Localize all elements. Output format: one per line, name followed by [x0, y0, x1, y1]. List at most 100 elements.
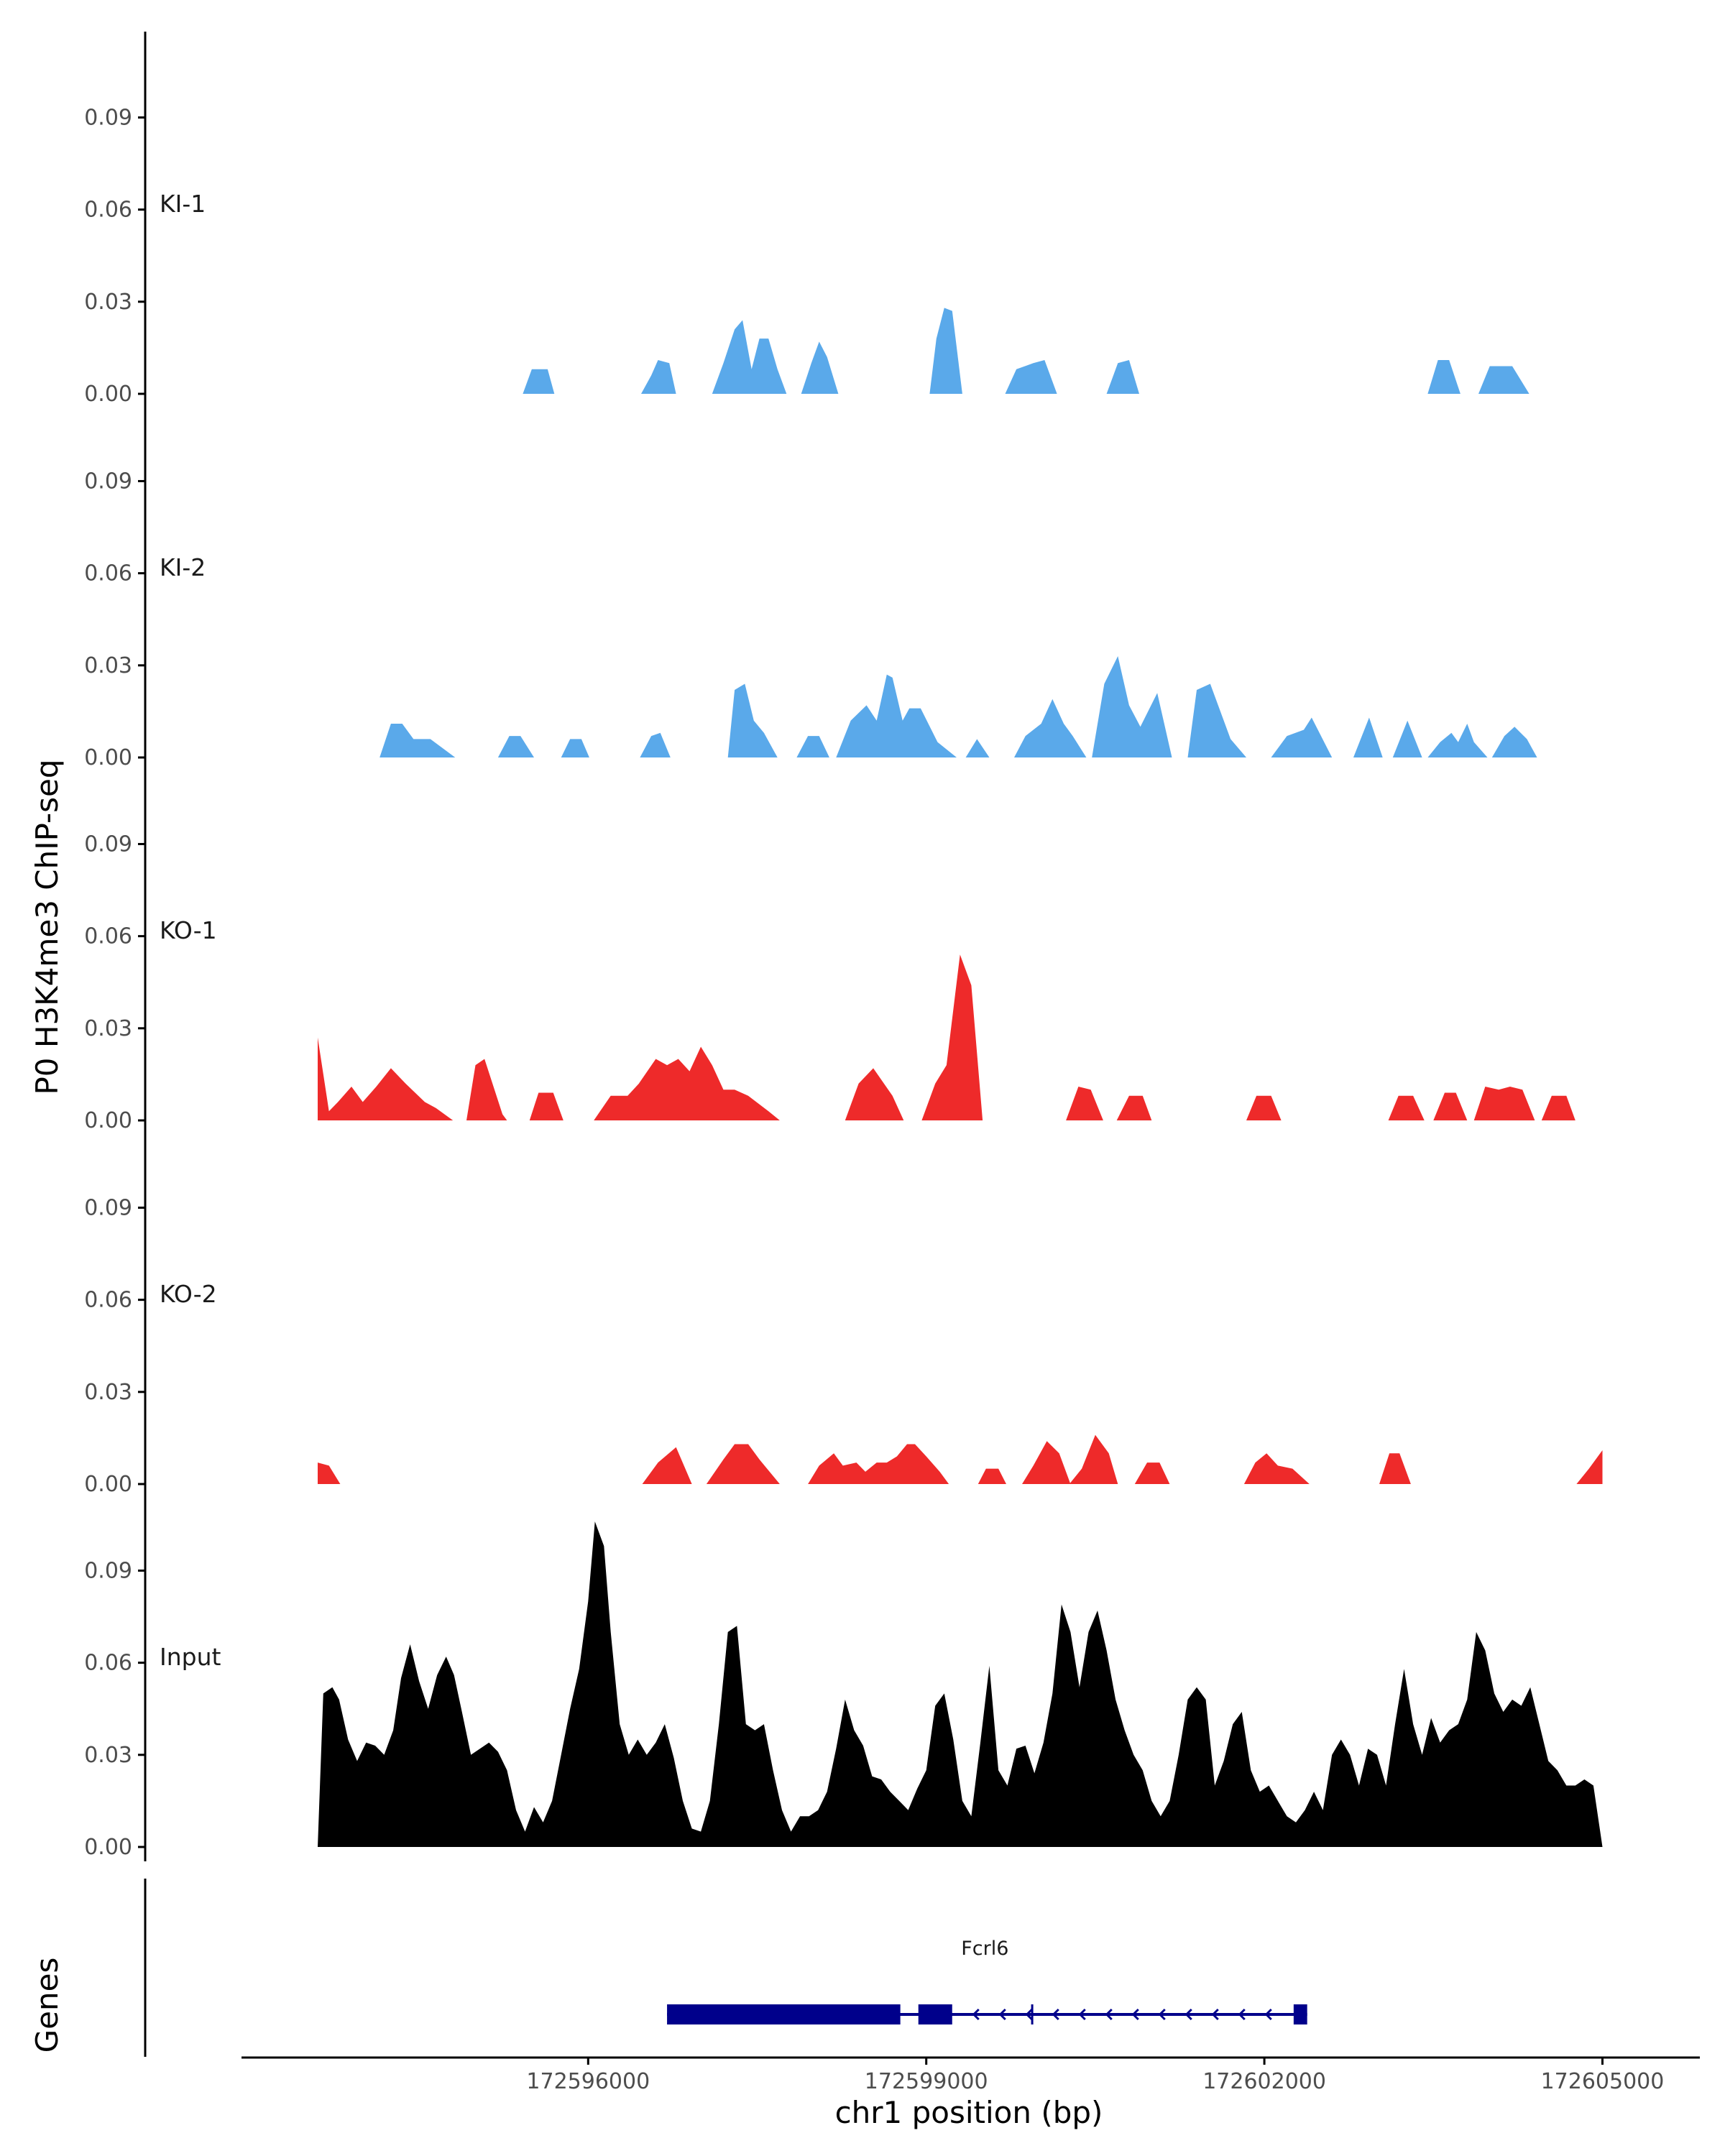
x-tick-label: 172602000 [1202, 2069, 1326, 2094]
x-axis: 172596000 172599000 172602000 172605000 [242, 2056, 1700, 2094]
strand-arrow [1105, 2008, 1113, 2021]
y-tick-label: 0.06 [84, 198, 132, 223]
signal-peak [1092, 656, 1172, 757]
y-tick-label: 0.00 [84, 1108, 132, 1133]
signal-peak [801, 341, 839, 394]
signal-peak [706, 1444, 780, 1484]
signal-peak [1271, 717, 1333, 757]
y-tick-label: 0.09 [84, 1558, 132, 1583]
signal-peak [845, 1068, 904, 1120]
signal-peak [965, 739, 990, 757]
y-tick-label: 0.09 [84, 105, 132, 130]
signal-peak [523, 369, 555, 394]
signal-peak [1491, 727, 1537, 757]
signal-peak [712, 320, 787, 394]
signal-peak [1069, 1434, 1118, 1484]
y-tick-label: 0.09 [84, 469, 132, 494]
y-tick-label: 0.00 [84, 1472, 132, 1497]
signal-peak [380, 724, 456, 757]
y-axis-title: P0 H3K4me3 ChIP-seq [29, 759, 65, 1095]
signal-peak [529, 1092, 564, 1120]
signal-peak [318, 1037, 454, 1120]
y-tick-label: 0.03 [84, 1743, 132, 1768]
signal-peak [561, 739, 589, 757]
genes-axis-title: Genes [29, 1958, 65, 2053]
y-tick-label: 0.06 [84, 1651, 132, 1676]
signal-peak [836, 674, 957, 757]
strand-arrow [1078, 2008, 1086, 2021]
gene-exon [1293, 2004, 1307, 2024]
signal-peak [640, 732, 671, 757]
gene-track: Fcrl6 [144, 1879, 1307, 2057]
signal-peak [1243, 1453, 1310, 1484]
gene-exon [667, 2004, 901, 2024]
signal-peak [641, 360, 676, 394]
track-input: 0.00 0.03 0.06 0.09 Input [84, 1485, 1603, 1861]
y-tick-label: 0.09 [84, 831, 132, 857]
signal-peak [978, 1468, 1006, 1484]
gene-exon [918, 2004, 952, 2024]
signal-peak [1541, 1095, 1576, 1120]
track-label: KO-1 [160, 916, 217, 944]
signal-peak [1116, 1095, 1152, 1120]
y-tick-label: 0.03 [84, 653, 132, 678]
y-tick-label: 0.06 [84, 561, 132, 586]
signal-tracks: 0.00 0.03 0.06 0.09 KI-1 0.00 0.03 0.06 0.09 KI-2… [84, 32, 1603, 1861]
strand-arrow [1025, 2008, 1033, 2021]
y-tick-label: 0.03 [84, 1016, 132, 1041]
signal-peak [1066, 1087, 1103, 1120]
y-tick-label: 0.00 [84, 382, 132, 407]
signal-peak [466, 1059, 507, 1120]
signal-peak [1433, 1092, 1468, 1120]
y-tick-label: 0.03 [84, 290, 132, 315]
strand-arrow [1238, 2008, 1246, 2021]
y-tick-label: 0.06 [84, 924, 132, 949]
signal-peak [1014, 699, 1087, 757]
x-tick-label: 172596000 [526, 2069, 650, 2094]
x-tick-label: 172599000 [865, 2069, 988, 2094]
signal-peak [1379, 1453, 1411, 1484]
signal-peak [929, 308, 962, 394]
track-label: KI-1 [160, 190, 206, 218]
signal-peak [1106, 360, 1139, 394]
track-ki-1: 0.00 0.03 0.06 0.09 KI-1 [84, 32, 1530, 408]
track-ki-2: 0.00 0.03 0.06 0.09 KI-2 [84, 395, 1537, 772]
track-label: KO-2 [160, 1280, 217, 1308]
x-axis-title: chr1 position (bp) [835, 2095, 1103, 2130]
signal-peak [594, 1046, 780, 1120]
signal-peak [727, 683, 778, 757]
signal-peak [1388, 1095, 1425, 1120]
signal-peak [318, 1521, 1603, 1847]
gene-name-label: Fcrl6 [961, 1938, 1008, 1960]
y-tick-label: 0.03 [84, 1380, 132, 1405]
track-ko-2: 0.00 0.03 0.06 0.09 KO-2 [84, 1122, 1603, 1498]
strand-arrow [998, 2008, 1006, 2021]
signal-peak [1353, 717, 1383, 757]
signal-peak [1478, 366, 1530, 394]
signal-peak [1473, 1087, 1535, 1120]
strand-arrow [1131, 2008, 1139, 2021]
y-tick-label: 0.00 [84, 745, 132, 770]
strand-arrow [1184, 2008, 1192, 2021]
signal-peak [642, 1447, 692, 1484]
signal-peak [1576, 1450, 1603, 1484]
signal-peak [1134, 1462, 1170, 1484]
signal-peak [1427, 360, 1460, 394]
signal-peak [1427, 724, 1488, 757]
track-label: Input [160, 1643, 221, 1671]
y-tick-label: 0.06 [84, 1288, 132, 1313]
signal-peak [808, 1444, 949, 1484]
signal-peak [796, 736, 829, 757]
y-tick-label: 0.09 [84, 1195, 132, 1220]
strand-arrow [1211, 2008, 1219, 2021]
track-label: KI-2 [160, 553, 206, 581]
strand-arrow [1052, 2008, 1059, 2021]
signal-peak [921, 954, 983, 1120]
signal-peak [497, 736, 534, 757]
strand-arrow [1158, 2008, 1166, 2021]
x-tick-label: 172605000 [1541, 2069, 1665, 2094]
strand-arrow [1264, 2008, 1272, 2021]
signal-peak [1392, 720, 1422, 757]
signal-peak [1022, 1441, 1071, 1484]
